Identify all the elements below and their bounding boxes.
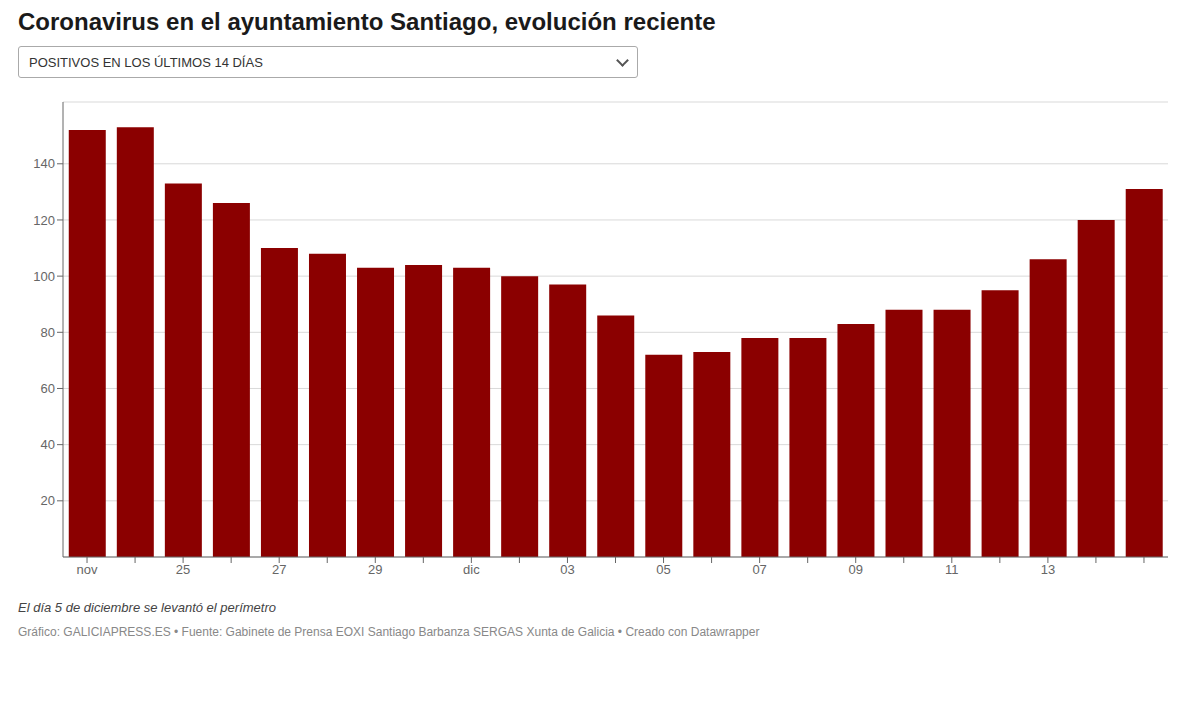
svg-text:09: 09: [848, 562, 862, 577]
html-text:POSITIVOS EN LOS ÚLTIMOS 14 DÍ: POSITIVOS EN LOS ÚLTIMOS 14 DÍAS: [29, 54, 263, 70]
svg-text:07: 07: [752, 562, 766, 577]
svg-text:nov: nov: [77, 562, 98, 577]
svg-text:120: 120: [33, 213, 55, 228]
svg-text:80: 80: [41, 325, 55, 340]
svg-text:100: 100: [33, 269, 55, 284]
html-text:Gráfico: GALICIAPRESS.ES • Fue: Gráfico: GALICIAPRESS.ES • Fuente: Gabin…: [18, 625, 760, 639]
svg-text:dic: dic: [463, 562, 480, 577]
svg-text:40: 40: [41, 437, 55, 452]
svg-text:140: 140: [33, 156, 55, 171]
svg-text:29: 29: [368, 562, 382, 577]
svg-text:25: 25: [176, 562, 190, 577]
svg-text:11: 11: [945, 562, 959, 577]
html-text:El día 5 de diciembre se levan: El día 5 de diciembre se levantó el perí…: [18, 600, 276, 615]
svg-text:13: 13: [1041, 562, 1055, 577]
svg-text:27: 27: [272, 562, 286, 577]
svg-text:20: 20: [41, 493, 55, 508]
html-text:Coronavirus en el ayuntamiento: Coronavirus en el ayuntamiento Santiago,…: [18, 8, 716, 35]
svg-text:05: 05: [656, 562, 670, 577]
svg-text:60: 60: [41, 381, 55, 396]
svg-text:03: 03: [560, 562, 574, 577]
